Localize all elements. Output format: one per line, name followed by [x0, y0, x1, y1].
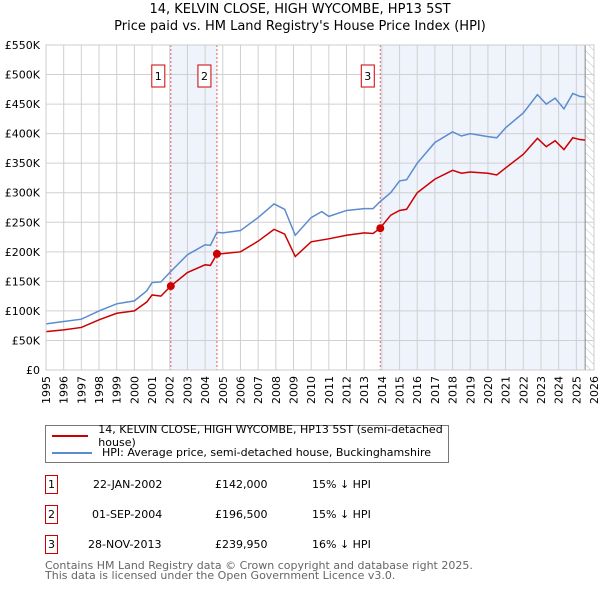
- legend-label: 14, KELVIN CLOSE, HIGH WYCOMBE, HP13 5ST…: [98, 422, 443, 449]
- x-tick-label: 2003: [181, 376, 194, 404]
- transaction-date: 28-NOV-2013: [88, 538, 162, 551]
- y-tick-label: £100K: [5, 305, 41, 318]
- y-tick-label: £200K: [5, 246, 41, 259]
- y-tick-label: £400K: [5, 128, 41, 141]
- hpi-line: [45, 92, 586, 325]
- shaded-period: [380, 45, 586, 370]
- transaction-price: £239,950: [215, 538, 268, 551]
- y-tick-label: £150K: [5, 275, 41, 288]
- y-tick-label: £50K: [12, 334, 41, 347]
- x-tick-label: 2012: [341, 376, 354, 404]
- x-tick-label: 2022: [517, 376, 530, 404]
- transaction-hpi: 15% ↓ HPI: [312, 508, 371, 521]
- legend-item-property: 14, KELVIN CLOSE, HIGH WYCOMBE, HP13 5ST…: [52, 423, 448, 449]
- property-price-line: [45, 136, 586, 333]
- y-tick-label: £450K: [5, 98, 41, 111]
- legend-item-hpi: HPI: Average price, semi-detached house,…: [52, 444, 431, 461]
- y-tick-label: £550K: [5, 39, 41, 52]
- sale-label: 3: [364, 70, 371, 83]
- footer-line: Contains HM Land Registry data © Crown c…: [45, 559, 473, 572]
- transaction-date: 22-JAN-2002: [93, 478, 163, 491]
- legend-swatch-red: [52, 434, 89, 437]
- sale-label: 2: [201, 70, 208, 83]
- sale-label: 1: [155, 70, 162, 83]
- x-tick-label: 2001: [146, 376, 159, 404]
- x-tick-label: 2020: [482, 376, 495, 404]
- y-tick-label: £500K: [5, 69, 41, 82]
- x-tick-label: 2000: [128, 376, 141, 404]
- x-tick-label: 1998: [93, 376, 106, 404]
- x-tick-label: 1997: [75, 376, 88, 404]
- x-tick-label: 2016: [411, 376, 424, 404]
- y-tick-label: £0: [26, 364, 40, 377]
- x-tick-label: 2011: [323, 376, 336, 404]
- transaction-hpi: 15% ↓ HPI: [312, 478, 371, 491]
- x-tick-label: 2006: [234, 376, 247, 404]
- sale-label-box: [197, 64, 212, 88]
- x-tick-label: 1996: [58, 376, 71, 404]
- legend-label: HPI: Average price, semi-detached house,…: [102, 446, 432, 459]
- x-tick-label: 2023: [535, 376, 548, 404]
- price-chart: 1995 1996 1997 1998 1999 2000 2001 2002 2003 2004…: [5, 39, 600, 404]
- plot-frame: [45, 44, 595, 371]
- sale-label-box: [151, 64, 166, 88]
- x-tick-label: 2013: [358, 376, 371, 404]
- footer-line: This data is licensed under the Open Gov…: [45, 569, 396, 582]
- forecast-hatch: [585, 45, 594, 370]
- x-tick-label: 2017: [429, 376, 442, 404]
- transaction-price: £196,500: [215, 508, 268, 521]
- y-tick-label: £350K: [5, 157, 41, 170]
- x-tick-label: 2005: [217, 376, 230, 404]
- x-tick-label: 2014: [376, 376, 389, 404]
- x-tick-label: 2004: [199, 376, 212, 404]
- sale-label-box: [360, 64, 375, 88]
- x-tick-label: 2021: [500, 376, 513, 404]
- x-tick-label: 1995: [40, 376, 53, 404]
- x-tick-label: 2026: [588, 376, 600, 404]
- transaction-number: 2: [45, 505, 58, 524]
- legend: 14, KELVIN CLOSE, HIGH WYCOMBE, HP13 5ST…: [45, 423, 449, 463]
- x-tick-label: 2025: [570, 376, 583, 404]
- chart-title: 14, KELVIN CLOSE, HIGH WYCOMBE, HP13 5ST: [149, 2, 451, 17]
- transaction-number: 3: [45, 535, 58, 554]
- x-tick-label: 2009: [287, 376, 300, 404]
- transaction-hpi: 16% ↓ HPI: [312, 538, 371, 551]
- x-tick-label: 2002: [164, 376, 177, 404]
- sale-point: [166, 282, 175, 291]
- transaction-price: £142,000: [215, 478, 268, 491]
- x-tick-label: 1999: [111, 376, 124, 404]
- legend-swatch-blue: [52, 451, 92, 454]
- y-tick-label: £300K: [5, 187, 41, 200]
- footer: Contains HM Land Registry data © Crown c…: [45, 559, 473, 582]
- x-tick-label: 2024: [553, 376, 566, 404]
- transaction-date: 01-SEP-2004: [92, 508, 163, 521]
- x-tick-label: 2010: [305, 376, 318, 404]
- sale-point: [376, 224, 385, 233]
- x-tick-label: 2018: [447, 376, 460, 404]
- x-tick-label: 2015: [394, 376, 407, 404]
- chart-subtitle: Price paid vs. HM Land Registry's House …: [114, 19, 486, 34]
- shaded-period: [170, 45, 217, 370]
- y-tick-label: £250K: [5, 216, 41, 229]
- x-tick-label: 2019: [464, 376, 477, 404]
- sale-point: [212, 249, 221, 258]
- x-tick-label: 2007: [252, 376, 265, 404]
- transaction-number: 1: [45, 475, 58, 494]
- x-tick-label: 2008: [270, 376, 283, 404]
